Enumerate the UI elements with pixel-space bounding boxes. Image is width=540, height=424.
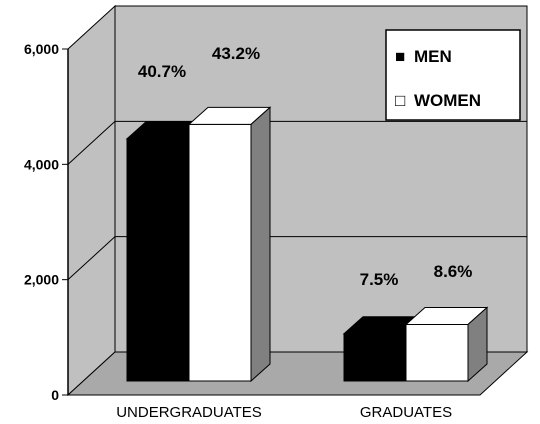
- data-label: 8.6%: [434, 262, 473, 281]
- legend-label-women: WOMEN: [414, 91, 481, 110]
- gridlines: [67, 120, 527, 281]
- x-tick-label: GRADUATES: [360, 404, 452, 421]
- y-tick-label: 6,000: [24, 41, 59, 57]
- bar-front: [188, 123, 252, 382]
- legend-box: [385, 29, 521, 121]
- data-label: 7.5%: [360, 270, 399, 289]
- y-tick-label: 2,000: [24, 272, 59, 288]
- y-tick-label: 0: [51, 387, 59, 403]
- y-axis: 0 2,000 4,000 6,000: [24, 41, 69, 403]
- legend-label-men: MEN: [414, 47, 452, 66]
- bar-front: [126, 138, 190, 382]
- legend: ■ MEN □ WOMEN: [385, 29, 521, 121]
- bars: [125, 106, 489, 383]
- y-tick-label: 4,000: [24, 156, 59, 172]
- data-labels: 40.7% 43.2% 7.5% 8.6%: [138, 44, 472, 289]
- x-tick-label: UNDERGRADUATES: [116, 404, 262, 421]
- bar-side: [467, 306, 488, 383]
- legend-symbol-women: □: [395, 91, 405, 110]
- bar-front: [343, 333, 407, 382]
- side-wall: [67, 4, 116, 397]
- gridline: [67, 236, 527, 281]
- legend-symbol-men: ■: [395, 47, 405, 66]
- gridline: [67, 120, 527, 165]
- bar-side: [250, 106, 271, 383]
- data-label: 40.7%: [138, 62, 186, 81]
- data-label: 43.2%: [212, 44, 260, 63]
- x-axis-labels: UNDERGRADUATES GRADUATES: [116, 404, 452, 421]
- bar-front: [405, 323, 469, 382]
